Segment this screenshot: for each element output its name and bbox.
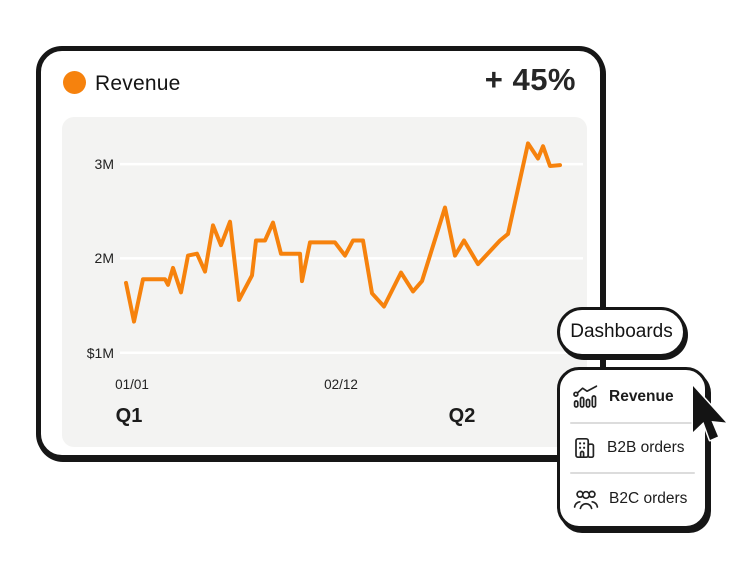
delta-badge: + 45% [484,62,576,97]
dashboards-button[interactable]: Dashboards [557,307,686,357]
chart-trend-icon [573,385,599,409]
revenue-line-chart: 3M 2M $1M 01/01 02/12 Q1 Q2 [62,117,587,447]
revenue-line-series [124,141,562,324]
card-title: Revenue [95,72,181,95]
building-icon [573,436,597,460]
dashboards-dropdown-menu: Revenue B2B orders [557,367,708,529]
people-icon [573,488,599,510]
y-axis-tick-label: 3M [94,156,114,173]
menu-divider [570,421,695,424]
x-axis-tick-label: 02/12 [324,377,358,392]
menu-item-label: B2C orders [609,489,688,507]
dashboards-button-label: Dashboards [570,321,673,342]
revenue-series-dot [63,71,86,94]
menu-divider [570,472,695,475]
quarter-label: Q1 [115,405,143,427]
chart-canvas [120,141,583,354]
menu-item-revenue[interactable]: Revenue [560,373,705,422]
y-axis-tick-label: 2M [94,250,114,267]
menu-item-b2b-orders[interactable]: B2B orders [560,424,705,473]
menu-item-label: B2B orders [607,439,685,456]
menu-item-label: Revenue [609,388,674,406]
quarter-label: Q2 [448,405,476,427]
menu-item-b2c-orders[interactable]: B2C orders [560,474,705,523]
x-axis-tick-label: 01/01 [115,377,149,392]
revenue-card: Revenue + 45% 3M 2M $1M 01/01 02/12 Q1 Q2 [36,46,605,460]
y-axis-tick-label: $1M [86,344,114,361]
